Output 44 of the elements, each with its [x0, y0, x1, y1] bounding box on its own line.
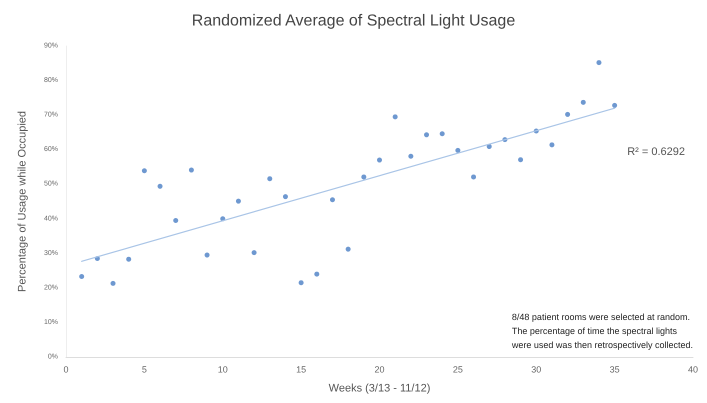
y-axis-title: Percentage of Usage while Occupied — [16, 111, 28, 292]
point — [298, 280, 304, 286]
point — [142, 168, 147, 174]
point — [361, 174, 366, 180]
point — [580, 100, 586, 105]
point — [79, 274, 84, 279]
chart-title: Randomized Average of Spectral Light Usage — [192, 12, 516, 30]
x-axis-title: Weeks (3/13 - 11/12) — [328, 382, 430, 394]
x-tick-label: 5 — [142, 364, 147, 374]
point — [173, 218, 178, 224]
point — [204, 252, 210, 258]
x-tick-label: 10 — [218, 364, 228, 374]
annotation: 8/48 patient rooms were selected at random. The percentage of time the spectral lights were used was then retrospectively collected. — [510, 312, 694, 350]
point — [282, 194, 288, 200]
x-tick-label: 40 — [688, 364, 698, 374]
point — [330, 197, 335, 202]
point — [392, 114, 398, 120]
point — [596, 60, 602, 66]
point — [314, 272, 320, 277]
point — [236, 198, 241, 204]
point — [612, 102, 618, 108]
point — [471, 174, 476, 180]
point — [377, 158, 382, 163]
point — [565, 112, 570, 117]
x-tick-label: 15 — [296, 364, 306, 374]
point — [126, 256, 132, 262]
point — [424, 132, 430, 138]
x-tick-label: 25 — [452, 364, 463, 374]
point — [518, 157, 524, 162]
x-tick-label: 35 — [610, 364, 620, 374]
x-tick-label: 20 — [374, 364, 385, 374]
point — [110, 280, 116, 286]
annotation: R² = 0.6292 — [627, 146, 685, 158]
point — [267, 176, 272, 182]
point — [188, 168, 194, 173]
point — [455, 148, 460, 153]
point — [408, 154, 414, 159]
point — [158, 184, 163, 189]
x-tick-label: 30 — [531, 364, 542, 374]
point — [346, 246, 351, 252]
point — [252, 250, 257, 256]
x-tick-label: 0 — [63, 364, 69, 374]
point — [549, 142, 554, 148]
point — [440, 131, 445, 136]
